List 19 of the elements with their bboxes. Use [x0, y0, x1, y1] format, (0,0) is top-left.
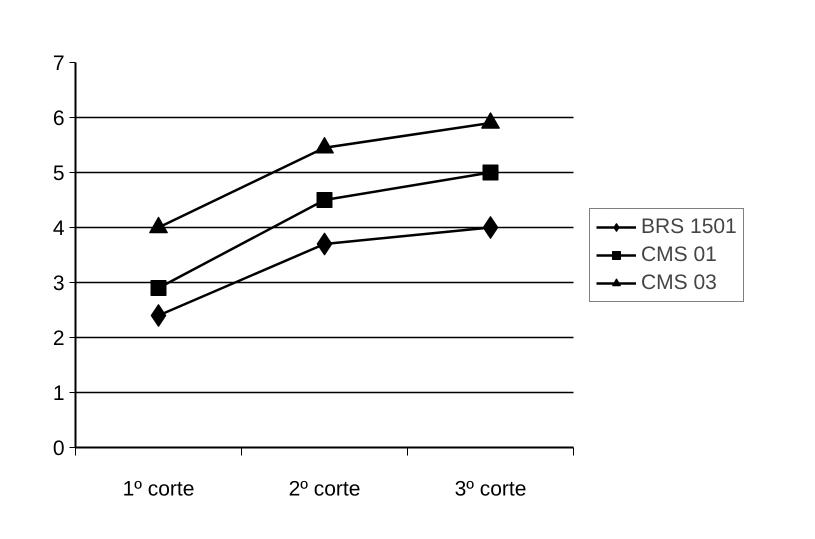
point	[481, 112, 500, 129]
y-tick-label: 7	[52, 52, 65, 75]
x-tick-label: 2º corte	[288, 478, 360, 500]
y-tick-label: 6	[52, 107, 65, 130]
x-tick-label: 3º corte	[454, 478, 526, 500]
legend-label: CMS 01	[641, 242, 717, 266]
y-tick-label: 5	[52, 162, 65, 185]
y-tick-label: 0	[52, 437, 65, 460]
legend-label: BRS 1501	[641, 214, 737, 238]
y-tick-label: 4	[52, 217, 65, 240]
x-tick-label: 1º corte	[122, 478, 194, 500]
point	[482, 164, 498, 180]
point	[150, 280, 166, 296]
y-tick-label: 2	[52, 327, 65, 350]
legend-label: CMS 03	[641, 270, 717, 294]
y-tick-label: 1	[52, 382, 65, 405]
point	[315, 136, 334, 154]
y-tick-label: 3	[52, 272, 65, 295]
point	[316, 192, 332, 208]
